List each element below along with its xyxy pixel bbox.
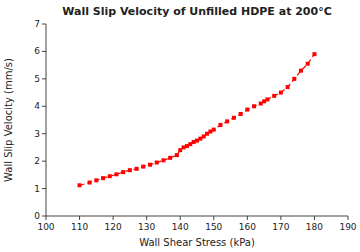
- x-tick-label: 120: [105, 222, 122, 232]
- x-tick-label: 100: [37, 222, 54, 232]
- x-tick: [213, 216, 214, 220]
- line: [80, 54, 315, 185]
- y-tick: [42, 106, 46, 107]
- marker: [239, 112, 243, 116]
- marker: [101, 176, 105, 180]
- marker: [161, 158, 165, 162]
- marker: [155, 161, 159, 165]
- x-tick-label: 160: [239, 222, 256, 232]
- marker: [245, 108, 249, 112]
- marker: [128, 168, 132, 172]
- x-tick: [113, 216, 114, 220]
- marker: [141, 165, 145, 169]
- x-tick: [46, 216, 47, 220]
- marker: [286, 85, 290, 89]
- x-tick: [180, 216, 181, 220]
- marker: [78, 183, 82, 187]
- marker: [88, 181, 92, 185]
- marker: [168, 156, 172, 160]
- x-axis-label: Wall Shear Stress (kPa): [139, 237, 255, 248]
- axes: 100 110 120 130 140 150 160 170 180 190 0 1 2 3 4 5 6 7: [34, 19, 357, 232]
- chart: 100 110 120 130 140 150 160 170 180 190 0 1 2 3 4 5 6 7 Wa…: [0, 0, 360, 252]
- y-tick: [42, 51, 46, 52]
- y-axis-line: [46, 24, 47, 216]
- y-tick-label: 3: [34, 129, 40, 139]
- x-tick: [247, 216, 248, 220]
- y-tick-label: 6: [34, 46, 40, 56]
- y-tick-label: 2: [34, 156, 40, 166]
- x-tick-label: 140: [172, 222, 189, 232]
- marker: [299, 69, 303, 73]
- x-axis-line: [46, 216, 348, 217]
- marker: [265, 97, 269, 101]
- marker: [279, 91, 283, 95]
- marker: [232, 116, 236, 120]
- y-tick-label: 0: [34, 211, 40, 221]
- y-tick-label: 1: [34, 184, 40, 194]
- marker: [121, 170, 125, 174]
- title: Wall Slip Velocity of Unfilled HDPE at 2…: [62, 5, 332, 18]
- x-tick-label: 110: [71, 222, 88, 232]
- x-tick-label: 150: [205, 222, 222, 232]
- marker: [94, 178, 98, 182]
- y-tick-label: 4: [34, 101, 40, 111]
- y-tick: [42, 216, 46, 217]
- marker: [272, 94, 276, 98]
- marker: [108, 174, 112, 178]
- x-tick-label: 130: [138, 222, 155, 232]
- y-tick-label: 5: [34, 74, 40, 84]
- y-tick: [42, 133, 46, 134]
- marker: [225, 119, 229, 123]
- x-tick: [314, 216, 315, 220]
- marker: [252, 104, 256, 108]
- y-tick: [42, 161, 46, 162]
- marker: [114, 172, 118, 176]
- y-axis-label: Wall Slip Velocity (mm/s): [3, 58, 14, 182]
- marker: [135, 167, 139, 171]
- x-tick: [348, 216, 349, 220]
- y-tick: [42, 188, 46, 189]
- marker: [148, 163, 152, 167]
- y-tick: [42, 78, 46, 79]
- marker: [292, 77, 296, 81]
- marker: [306, 62, 310, 66]
- x-tick-label: 170: [272, 222, 289, 232]
- marker: [175, 153, 179, 157]
- marker: [212, 128, 216, 132]
- x-tick: [146, 216, 147, 220]
- x-tick-label: 190: [339, 222, 356, 232]
- x-tick: [280, 216, 281, 220]
- y-tick-label: 7: [34, 19, 40, 29]
- y-tick: [42, 24, 46, 25]
- x-tick: [79, 216, 80, 220]
- x-tick-label: 180: [306, 222, 323, 232]
- marker: [312, 52, 316, 56]
- data: [78, 52, 317, 187]
- marker: [218, 123, 222, 127]
